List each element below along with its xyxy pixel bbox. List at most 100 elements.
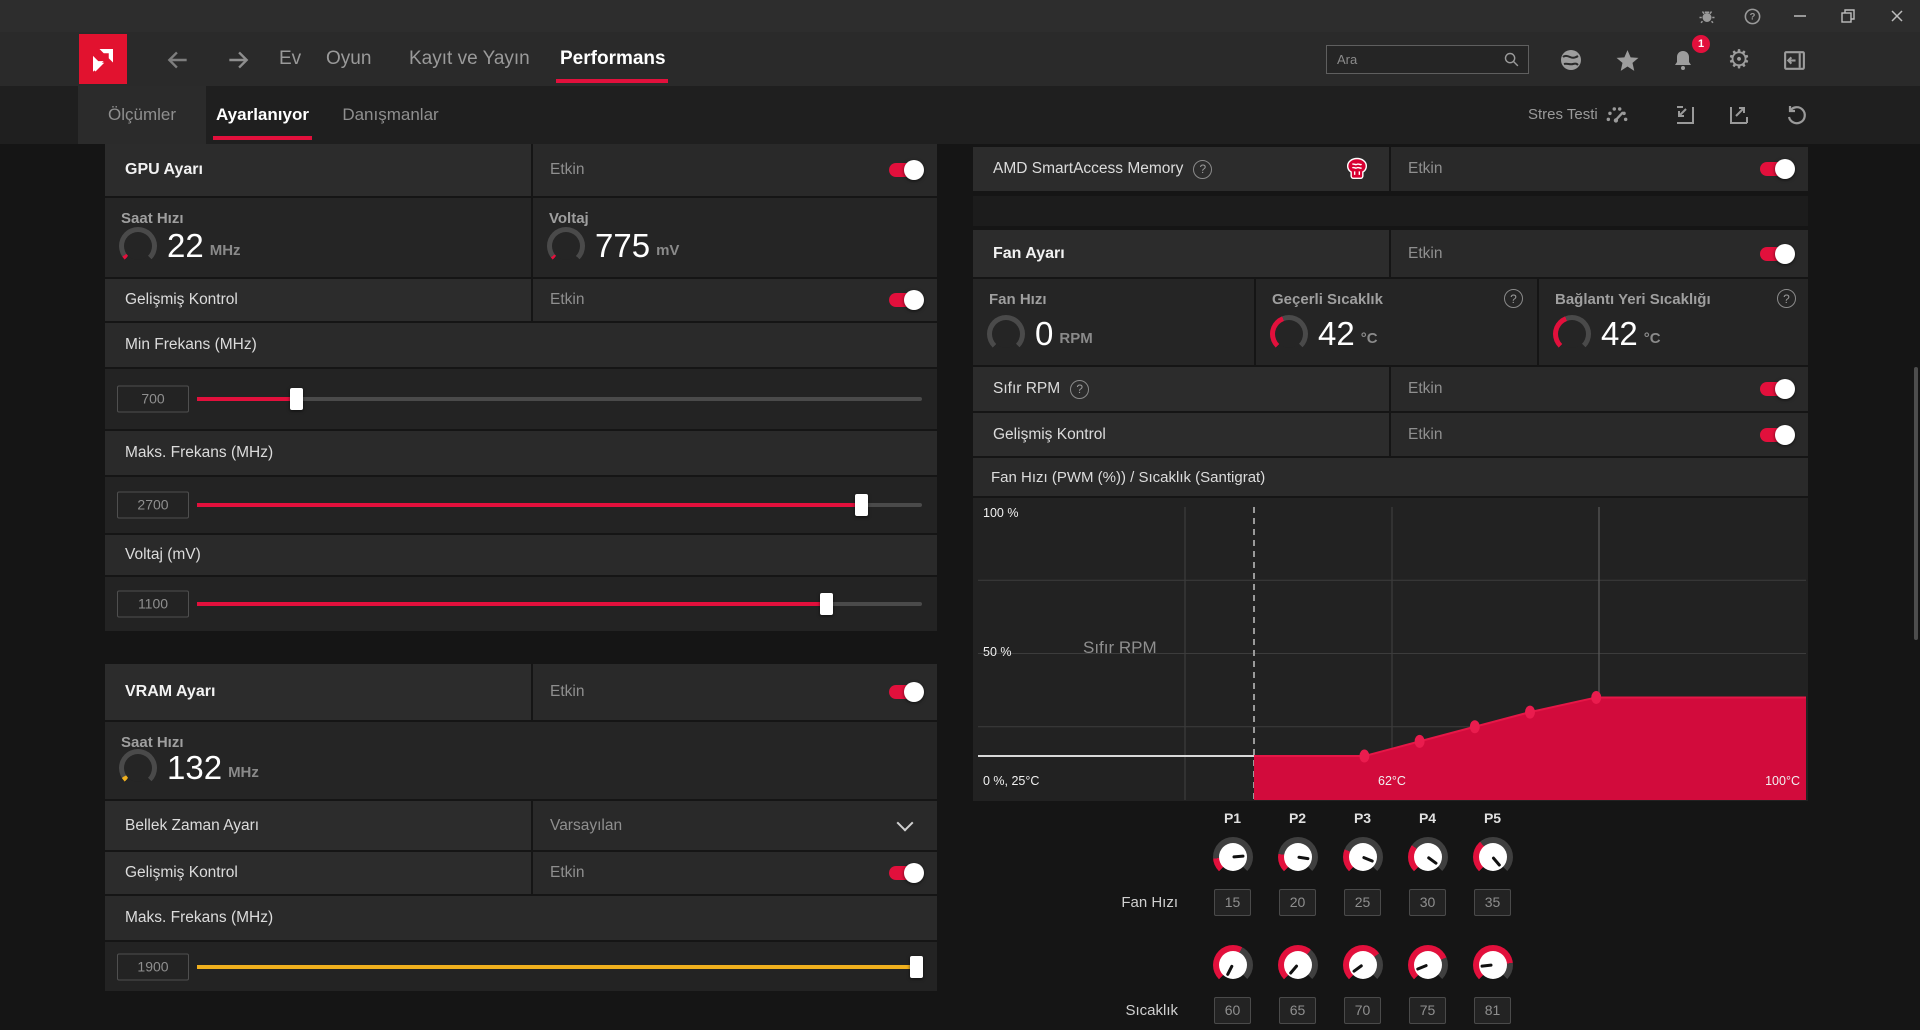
gpu-maxfreq-label-row: Maks. Frekans (MHz) xyxy=(105,431,937,475)
gpu-minfreq-value-box[interactable]: 700 xyxy=(117,385,189,413)
stress-test-label[interactable]: Stres Testi xyxy=(1528,106,1598,123)
gpu-voltage-gauge-icon xyxy=(547,227,585,265)
temp-value-p4[interactable]: 75 xyxy=(1409,996,1446,1024)
temp-value-p1[interactable]: 60 xyxy=(1214,996,1251,1024)
forward-arrow-icon[interactable] xyxy=(225,47,251,73)
vram-advanced-toggle[interactable] xyxy=(889,863,924,883)
fan-chart-title: Fan Hızı (PWM (%)) / Sıcaklık (Santigrat… xyxy=(991,468,1266,486)
vram-maxfreq-slider[interactable] xyxy=(197,955,924,978)
vram-stats-row: Saat Hızı 132 MHz xyxy=(105,722,937,799)
junction-temp-stat: Bağlantı Yeri Sıcaklığı ? 42 °C xyxy=(1539,279,1808,365)
current-temp-stat: Geçerli Sıcaklık ? 42 °C xyxy=(1256,279,1537,365)
gpu-voltage-slider[interactable] xyxy=(197,593,922,615)
current-temp-value: 42 xyxy=(1318,315,1355,352)
fan-value-p5[interactable]: 35 xyxy=(1474,888,1511,916)
temp-value-p5[interactable]: 81 xyxy=(1474,996,1511,1024)
fan-enable-toggle[interactable] xyxy=(1760,243,1795,264)
nav-tab-oyun[interactable]: Oyun xyxy=(326,48,372,69)
zero-rpm-status: Etkin xyxy=(1408,380,1443,397)
close-button[interactable] xyxy=(1885,4,1909,28)
current-temp-help-icon[interactable]: ? xyxy=(1504,289,1523,308)
temp-knob-p3[interactable] xyxy=(1342,945,1383,985)
export-profile-icon[interactable] xyxy=(1727,102,1753,128)
search-icon[interactable] xyxy=(1503,51,1520,68)
fan-speed-knob-p1[interactable] xyxy=(1212,837,1253,877)
vram-title: VRAM Ayarı xyxy=(125,683,216,700)
gpu-advanced-status: Etkin xyxy=(550,291,585,308)
bug-report-icon[interactable] xyxy=(1695,4,1719,28)
favorites-star-icon[interactable] xyxy=(1613,46,1641,74)
gpu-voltage-stat: Voltaj 775 mV xyxy=(533,198,937,277)
gpu-advanced-toggle[interactable] xyxy=(889,290,924,310)
subtab-ayarlaniyor[interactable]: Ayarlanıyor xyxy=(216,105,309,124)
junction-temp-label: Bağlantı Yeri Sıcaklığı xyxy=(1555,291,1711,308)
nav-tab-ev[interactable]: Ev xyxy=(279,48,302,69)
sam-toggle[interactable] xyxy=(1760,159,1795,179)
junction-temp-unit: °C xyxy=(1643,329,1661,347)
temp-value-p2[interactable]: 65 xyxy=(1279,996,1316,1024)
back-arrow-icon[interactable] xyxy=(165,47,191,73)
vram-advanced-row: Gelişmiş Kontrol Etkin xyxy=(105,852,937,894)
amd-logo[interactable] xyxy=(79,34,127,84)
zero-rpm-toggle[interactable] xyxy=(1760,379,1795,399)
search-input[interactable] xyxy=(1335,51,1503,68)
notifications-bell-icon[interactable] xyxy=(1669,46,1697,74)
vram-timing-dropdown[interactable]: Varsayılan xyxy=(533,801,937,850)
fan-value-p4[interactable]: 30 xyxy=(1409,888,1446,916)
temp-knob-p1[interactable] xyxy=(1212,945,1253,985)
fan-value-p3[interactable]: 25 xyxy=(1344,888,1381,916)
subtab-danismanlar[interactable]: Danışmanlar xyxy=(342,105,439,124)
gpu-maxfreq-slider[interactable] xyxy=(197,494,922,516)
gpu-maxfreq-value-box[interactable]: 2700 xyxy=(117,491,189,519)
junction-temp-value: 42 xyxy=(1601,315,1638,352)
subtab-olcumler[interactable]: Ölçümler xyxy=(78,86,206,144)
vram-timing-label: Bellek Zaman Ayarı xyxy=(125,816,260,834)
gpu-voltage-value-box[interactable]: 1100 xyxy=(117,590,189,618)
gpu-voltage-slider-label: Voltaj (mV) xyxy=(125,546,201,563)
collapse-panel-icon[interactable] xyxy=(1780,46,1808,74)
gpu-minfreq-slider[interactable] xyxy=(197,388,922,410)
fan-curve-chart[interactable]: 100 % 50 % 0 %, 25°C 62°C 100°C Sıfır RP… xyxy=(973,498,1808,801)
search-box[interactable] xyxy=(1326,45,1529,74)
fan-speed-knob-p4[interactable] xyxy=(1407,837,1448,877)
fan-advanced-row: Gelişmiş Kontrol Etkin xyxy=(973,413,1808,456)
help-icon[interactable]: ? xyxy=(1740,4,1764,28)
scrollbar[interactable] xyxy=(1914,367,1918,640)
temp-knob-p5[interactable] xyxy=(1472,945,1513,985)
vram-enable-toggle[interactable] xyxy=(889,682,924,702)
fan-value-p2[interactable]: 20 xyxy=(1279,888,1316,916)
dimmed-row xyxy=(973,196,1808,226)
temp-knob-p2[interactable] xyxy=(1277,945,1318,985)
reset-icon[interactable] xyxy=(1784,102,1810,128)
globe-icon[interactable] xyxy=(1557,46,1585,74)
zero-rpm-help-icon[interactable]: ? xyxy=(1070,379,1090,399)
vram-timing-value: Varsayılan xyxy=(550,816,623,834)
gpu-minfreq-label: Min Frekans (MHz) xyxy=(125,336,257,353)
fan-speed-knob-p2[interactable] xyxy=(1277,837,1318,877)
temp-knob-p4[interactable] xyxy=(1407,945,1448,985)
vram-maxfreq-value-box[interactable]: 1900 xyxy=(117,953,189,980)
nav-tab-kayit-ve-yayin[interactable]: Kayıt ve Yayın xyxy=(409,48,530,69)
svg-text:?: ? xyxy=(1749,11,1755,22)
nav-tab-performans[interactable]: Performans xyxy=(560,48,666,69)
restore-button[interactable] xyxy=(1836,4,1860,28)
fan-value-p1[interactable]: 15 xyxy=(1214,888,1251,916)
minimize-button[interactable] xyxy=(1788,4,1812,28)
gpu-clock-value: 22 xyxy=(167,227,204,264)
temp-value-p3[interactable]: 70 xyxy=(1344,996,1381,1024)
fan-speed-knob-p5[interactable] xyxy=(1472,837,1513,877)
fan-header-row: Fan Ayarı Etkin xyxy=(973,230,1808,277)
settings-gear-icon[interactable]: ⚙ xyxy=(1727,45,1751,75)
stress-test-gauge-icon[interactable] xyxy=(1604,102,1630,128)
origin-label: 0 %, 25°C xyxy=(983,774,1040,788)
gpu-enable-toggle[interactable] xyxy=(889,160,924,180)
fan-speed-knob-p3[interactable] xyxy=(1342,837,1383,877)
chevron-down-icon xyxy=(896,814,914,831)
load-profile-icon[interactable] xyxy=(1671,102,1697,128)
gpu-maxfreq-label: Maks. Frekans (MHz) xyxy=(125,444,274,461)
fan-curve-plot[interactable] xyxy=(978,507,1806,800)
fan-advanced-toggle[interactable] xyxy=(1760,424,1795,445)
sam-help-icon[interactable]: ? xyxy=(1193,159,1213,179)
junction-temp-help-icon[interactable]: ? xyxy=(1777,289,1796,308)
